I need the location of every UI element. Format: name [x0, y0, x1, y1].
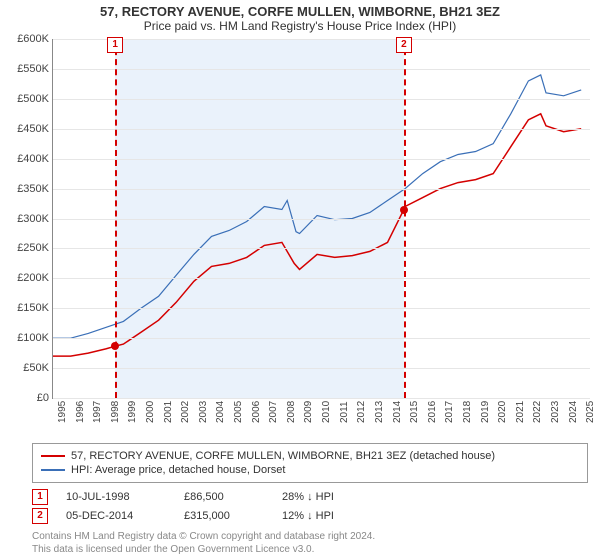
y-axis-label: £250K: [3, 242, 49, 254]
chart-plot-area: £0£50K£100K£150K£200K£250K£300K£350K£400…: [52, 39, 590, 399]
x-axis-label: 2004: [215, 401, 226, 423]
x-axis-label: 1999: [127, 401, 138, 423]
legend-item-hpi: HPI: Average price, detached house, Dors…: [41, 464, 579, 476]
sale-price: £315,000: [184, 510, 264, 522]
x-axis-label: 2013: [374, 401, 385, 423]
series-price_paid: [53, 114, 581, 356]
sale-vs-hpi: 12% ↓ HPI: [282, 510, 382, 522]
gridline: [53, 69, 590, 70]
x-axis-label: 2020: [497, 401, 508, 423]
x-axis-label: 2016: [427, 401, 438, 423]
x-axis-label: 2014: [392, 401, 403, 423]
y-axis-label: £450K: [3, 123, 49, 135]
y-axis-label: £100K: [3, 332, 49, 344]
sale-vs-hpi: 28% ↓ HPI: [282, 491, 382, 503]
x-axis-label: 2001: [163, 401, 174, 423]
legend-swatch: [41, 455, 65, 457]
gridline: [53, 308, 590, 309]
x-axis-label: 2023: [550, 401, 561, 423]
series-hpi: [53, 75, 581, 338]
gridline: [53, 338, 590, 339]
x-axis-label: 2009: [303, 401, 314, 423]
sales-row: 2 05-DEC-2014 £315,000 12% ↓ HPI: [32, 508, 588, 524]
sales-row: 1 10-JUL-1998 £86,500 28% ↓ HPI: [32, 489, 588, 505]
x-axis-label: 2012: [356, 401, 367, 423]
y-axis-label: £550K: [3, 63, 49, 75]
x-axis-label: 2019: [480, 401, 491, 423]
chart-legend: 57, RECTORY AVENUE, CORFE MULLEN, WIMBOR…: [32, 443, 588, 483]
x-axis-label: 2003: [198, 401, 209, 423]
gridline: [53, 219, 590, 220]
x-axis-label: 2006: [251, 401, 262, 423]
chart-subtitle: Price paid vs. HM Land Registry's House …: [0, 19, 600, 33]
sales-events-table: 1 10-JUL-1998 £86,500 28% ↓ HPI 2 05-DEC…: [32, 489, 588, 524]
event-point: [111, 342, 119, 350]
x-axis-label: 2002: [180, 401, 191, 423]
legend-label: HPI: Average price, detached house, Dors…: [71, 464, 285, 476]
legend-label: 57, RECTORY AVENUE, CORFE MULLEN, WIMBOR…: [71, 450, 495, 462]
chart-header: 57, RECTORY AVENUE, CORFE MULLEN, WIMBOR…: [0, 0, 600, 35]
x-axis-label: 1997: [92, 401, 103, 423]
gridline: [53, 278, 590, 279]
x-axis-label: 2007: [268, 401, 279, 423]
legend-item-price-paid: 57, RECTORY AVENUE, CORFE MULLEN, WIMBOR…: [41, 450, 579, 462]
x-axis-label: 2011: [339, 401, 350, 423]
y-axis-label: £150K: [3, 302, 49, 314]
x-axis-label: 1996: [75, 401, 86, 423]
y-axis-label: £600K: [3, 33, 49, 45]
y-axis-label: £500K: [3, 93, 49, 105]
event-marker: 2: [396, 37, 412, 53]
x-axis-label: 2024: [568, 401, 579, 423]
gridline: [53, 248, 590, 249]
event-marker: 2: [32, 508, 48, 524]
y-axis-label: £50K: [3, 362, 49, 374]
event-point: [400, 206, 408, 214]
sale-price: £86,500: [184, 491, 264, 503]
sale-date: 05-DEC-2014: [66, 510, 166, 522]
event-marker: 1: [107, 37, 123, 53]
event-vline: [404, 39, 406, 398]
x-axis-label: 2025: [585, 401, 596, 423]
x-axis-label: 2017: [444, 401, 455, 423]
gridline: [53, 398, 590, 399]
gridline: [53, 99, 590, 100]
x-axis-label: 2015: [409, 401, 420, 423]
x-axis-label: 2010: [321, 401, 332, 423]
legend-swatch: [41, 469, 65, 471]
x-axis-label: 2000: [145, 401, 156, 423]
gridline: [53, 189, 590, 190]
gridline: [53, 129, 590, 130]
x-axis-label: 1995: [57, 401, 68, 423]
footer-line: Contains HM Land Registry data © Crown c…: [32, 530, 588, 543]
gridline: [53, 39, 590, 40]
footer-line: This data is licensed under the Open Gov…: [32, 543, 588, 556]
sale-date: 10-JUL-1998: [66, 491, 166, 503]
chart-title: 57, RECTORY AVENUE, CORFE MULLEN, WIMBOR…: [0, 4, 600, 19]
event-marker: 1: [32, 489, 48, 505]
gridline: [53, 368, 590, 369]
y-axis-label: £400K: [3, 153, 49, 165]
x-axis-label: 2018: [462, 401, 473, 423]
x-axis-label: 2008: [286, 401, 297, 423]
y-axis-label: £200K: [3, 272, 49, 284]
y-axis-label: £0: [3, 392, 49, 404]
x-axis-label: 2021: [515, 401, 526, 423]
x-axis-label: 1998: [110, 401, 121, 423]
y-axis-label: £300K: [3, 213, 49, 225]
y-axis-label: £350K: [3, 183, 49, 195]
x-axis-label: 2005: [233, 401, 244, 423]
attribution-footer: Contains HM Land Registry data © Crown c…: [32, 530, 588, 556]
gridline: [53, 159, 590, 160]
x-axis-label: 2022: [532, 401, 543, 423]
